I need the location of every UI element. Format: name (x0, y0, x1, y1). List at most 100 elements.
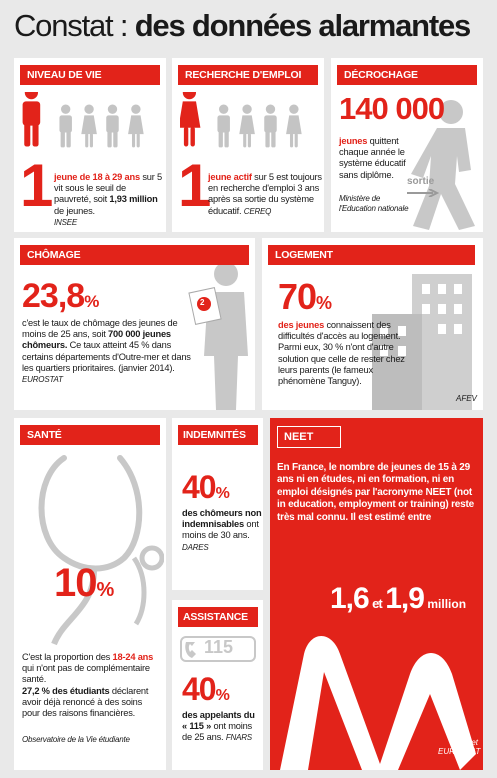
page-title: Constat : des données alarmantes (14, 6, 489, 46)
person-with-paper (188, 262, 248, 410)
walking-figure (411, 100, 475, 230)
text-segment: % (96, 579, 115, 601)
panel-header: SANTÉ (20, 425, 160, 445)
icon-part (180, 92, 201, 147)
panel-text: des jeunes connaissent des difficultés d… (278, 320, 412, 387)
panel-recherche-emploi: RECHERCHE D'EMPLOI 1 jeune actif sur 5 e… (172, 58, 324, 232)
text-segment: jeune de 18 à 29 ans (54, 172, 140, 182)
panel-text: jeune actif sur 5 est toujours en recher… (208, 172, 322, 217)
panel-header: LOGEMENT (268, 245, 475, 265)
icon-part (380, 284, 462, 356)
panel-header: CHÔMAGE (20, 245, 249, 265)
text-segment: sur 5 est toujours en recherche d'emploi… (208, 172, 322, 216)
icon-part (422, 304, 430, 314)
panel-chomage: 2 CHÔMAGE 23,8% c'est le taux de chômage… (14, 238, 255, 410)
panel-header: INDEMNITÉS (178, 425, 258, 445)
neet-range: 1,6 et 1,9 million (330, 582, 466, 616)
title-bold: des données alarmantes (134, 8, 472, 43)
icon-part (438, 304, 446, 314)
title-light: Constat : (14, 8, 128, 43)
text-segment: de jeunes. (54, 205, 95, 216)
text-segment: déclarent avoir déjà renoncé à des soins… (22, 685, 149, 719)
big-number: 140 000 (339, 91, 445, 126)
icon-part (439, 100, 463, 124)
text-segment: et (372, 596, 383, 611)
big-number: 70% (278, 276, 332, 324)
text-segment: EUROSTAT (22, 375, 63, 385)
text-segment: 700 000 jeunes chômeurs. (22, 329, 171, 351)
big-number: 40% (182, 670, 230, 715)
text-segment: 1,93 million (109, 194, 158, 205)
icon-part (51, 569, 97, 646)
text-segment: C'est la proportion des (22, 652, 111, 662)
icon-part (422, 284, 430, 294)
text-segment: des jeunes (278, 320, 325, 330)
panel-sante: SANTÉ 10% C'est la proportion des 18-24 … (14, 418, 166, 770)
icon-part (59, 104, 72, 148)
panel-header: ASSISTANCE (178, 607, 258, 627)
exit-sign: sortie (407, 176, 435, 187)
text-segment: ont moins de 25 ans. (182, 721, 253, 743)
source: Observatoire de la Vie étudiante (22, 735, 130, 744)
icon-part (454, 324, 462, 334)
icon-part (286, 104, 302, 148)
text-segment: des appelants du « 115 » (182, 710, 255, 732)
panel-text: des chômeurs non indemnisables ont moins… (182, 508, 262, 553)
panel-text: des appelants du « 115 » ont moins de 25… (182, 710, 262, 744)
text-segment: 1,9 (385, 582, 425, 615)
text-segment: 27,2 % des étudiants (22, 685, 110, 696)
source: CAE et EUROSTAT (438, 738, 481, 756)
panel-text: jeunes quittent chaque année le système … (339, 136, 419, 181)
buildings (372, 274, 472, 410)
panel-logement: LOGEMENT 70% des jeunes connaissent des … (262, 238, 483, 410)
text-segment: 1,6 (330, 582, 370, 615)
icon-part (106, 104, 119, 148)
big-number: 1 (20, 152, 53, 219)
text-segment: connaissent des difficultés d'accès au l… (278, 320, 405, 387)
people-icons (22, 92, 144, 148)
icon-part (380, 326, 388, 336)
panel-text: C'est la proportion des 18-24 ans qui n'… (22, 652, 162, 719)
text-segment: 18-24 ans (112, 652, 154, 662)
icon-part (454, 284, 462, 294)
icon-part (128, 104, 144, 148)
source: AFEV (456, 394, 477, 403)
text-segment: million (427, 597, 467, 611)
text-segment: 40 (182, 671, 217, 707)
panel-assistance: ASSISTANCE 115 40% des appelants du « 11… (172, 600, 263, 770)
icon-part (22, 92, 41, 147)
text-segment: DARES (182, 542, 209, 552)
text-segment: qui n'ont pas de complémentaire santé. (22, 663, 150, 685)
phone-number: 115 (204, 637, 234, 657)
panel-decrochage: DÉCROCHAGE 140 000 jeunes quittent chaqu… (331, 58, 483, 232)
text-segment: sur 5 vit sous le seuil de pauvreté, soi… (54, 172, 162, 205)
text-segment: Ce taux atteint 45 % dans certains dépar… (22, 340, 191, 373)
text-segment: 40 (182, 469, 217, 505)
text-segment: 70 (278, 276, 317, 317)
text-segment: CEREQ (243, 206, 272, 216)
source: Ministère de l'Education nationale (339, 194, 409, 213)
panel-text: En France, le nombre de jeunes de 15 à 2… (277, 462, 474, 523)
icon-part (180, 636, 256, 662)
icon-part (407, 189, 440, 197)
panel-niveau-de-vie: NIVEAU DE VIE 1 jeune de 18 à 29 ans sur… (14, 58, 166, 232)
neet-shapes (280, 636, 476, 770)
text-segment: quittent chaque année le système éducati… (339, 136, 406, 180)
icon-part (264, 104, 277, 148)
icon-part (454, 304, 462, 314)
icon-part (204, 292, 248, 410)
icon-part (139, 545, 164, 571)
panel-text: jeune de 18 à 29 ans sur 5 vit sous le s… (54, 172, 164, 228)
stethoscope (38, 455, 164, 646)
panel-indemnites: INDEMNITÉS 40% des chômeurs non indemnis… (172, 418, 263, 590)
text-segment: INSEE (54, 217, 78, 227)
icon-part (131, 556, 147, 626)
panel-header: NIVEAU DE VIE (20, 65, 160, 85)
icon-part (438, 284, 446, 294)
big-number: 1 (178, 152, 211, 219)
big-number: 10% (54, 560, 114, 613)
panel-text: c'est le taux de chômage des jeunes de m… (22, 318, 198, 385)
phone-icon (180, 636, 256, 662)
panel-neet: NEET En France, le nombre de jeunes de 1… (270, 418, 483, 770)
icon-part (197, 297, 211, 311)
